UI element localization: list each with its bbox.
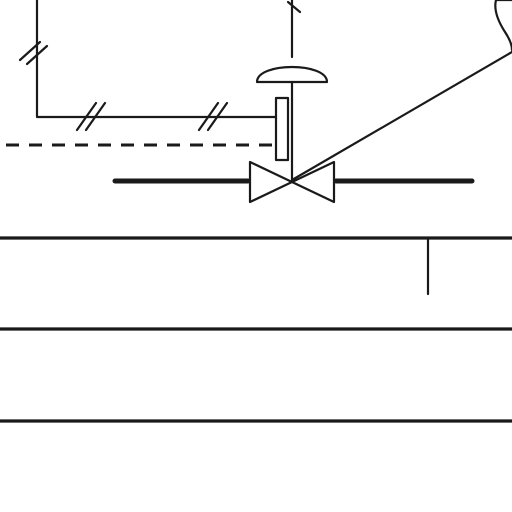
positioner-box [274, 96, 290, 162]
signal-tick-mark [197, 101, 229, 132]
pneumatic-signal-line [18, 0, 278, 132]
actuator-supply-line [286, 0, 302, 59]
leader-line [290, 50, 512, 182]
instrument-bubble [494, 0, 512, 52]
signal-tick-mark [18, 40, 49, 66]
diaphragm-actuator [255, 66, 329, 84]
signal-tick-mark [75, 101, 107, 132]
control-valve [248, 160, 336, 204]
